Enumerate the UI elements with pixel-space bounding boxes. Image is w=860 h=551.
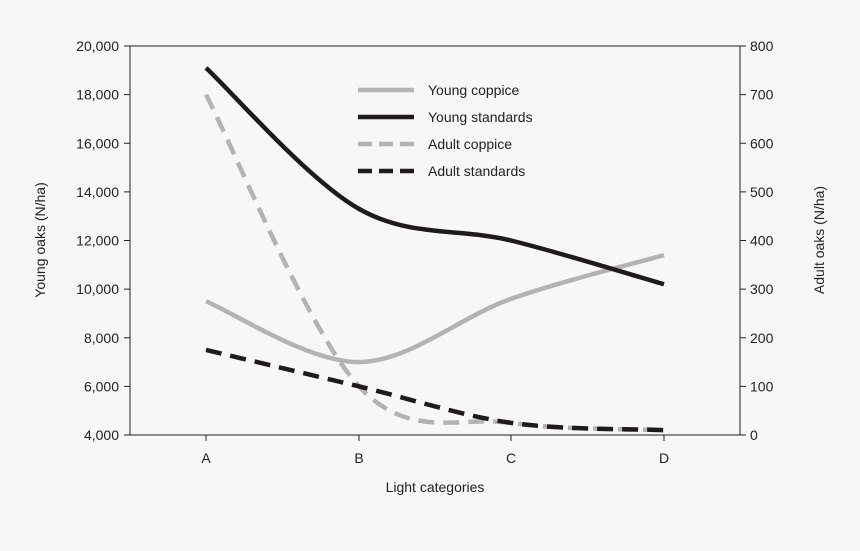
left-tick-label: 20,000 bbox=[76, 38, 119, 54]
right-tick-label: 0 bbox=[750, 427, 758, 443]
legend-label-young-standards: Young standards bbox=[428, 109, 533, 125]
right-axis-title: Adult oaks (N/ha) bbox=[811, 186, 827, 294]
legend: Young coppice Young standards Adult coppic… bbox=[358, 82, 533, 179]
x-axis-ticks: A B C D bbox=[201, 435, 669, 466]
left-tick-label: 12,000 bbox=[76, 233, 119, 249]
x-tick-label: D bbox=[659, 450, 669, 466]
left-axis-ticks: 4,000 6,000 8,000 10,000 12,000 14,000 16,000 1… bbox=[76, 38, 130, 443]
right-tick-label: 400 bbox=[750, 233, 774, 249]
left-axis-title: Young oaks (N/ha) bbox=[32, 182, 48, 297]
x-tick-label: A bbox=[201, 450, 211, 466]
right-tick-label: 600 bbox=[750, 135, 774, 151]
legend-label-young-coppice: Young coppice bbox=[428, 82, 520, 98]
left-tick-label: 16,000 bbox=[76, 135, 119, 151]
right-axis-ticks: 0 100 200 300 400 500 600 700 800 bbox=[740, 38, 774, 443]
x-tick-label: B bbox=[354, 450, 363, 466]
legend-label-adult-standards: Adult standards bbox=[428, 163, 525, 179]
left-tick-label: 10,000 bbox=[76, 281, 119, 297]
right-tick-label: 800 bbox=[750, 38, 774, 54]
right-tick-label: 500 bbox=[750, 184, 774, 200]
legend-label-adult-coppice: Adult coppice bbox=[428, 136, 512, 152]
left-tick-label: 6,000 bbox=[84, 378, 119, 394]
series-line-young-coppice bbox=[205, 252, 665, 365]
series-lines bbox=[204, 66, 665, 433]
x-axis-title: Light categories bbox=[386, 479, 485, 495]
series-line-young-standards bbox=[204, 66, 665, 287]
right-tick-label: 200 bbox=[750, 330, 774, 346]
left-tick-label: 8,000 bbox=[84, 330, 119, 346]
right-tick-label: 300 bbox=[750, 281, 774, 297]
left-tick-label: 14,000 bbox=[76, 184, 119, 200]
right-tick-label: 700 bbox=[750, 87, 774, 103]
left-tick-label: 4,000 bbox=[84, 427, 119, 443]
x-tick-label: C bbox=[506, 450, 516, 466]
plot-frame bbox=[129, 45, 741, 436]
left-tick-label: 18,000 bbox=[76, 87, 119, 103]
series-line-adult-standards bbox=[205, 347, 665, 433]
right-tick-label: 100 bbox=[750, 378, 774, 394]
